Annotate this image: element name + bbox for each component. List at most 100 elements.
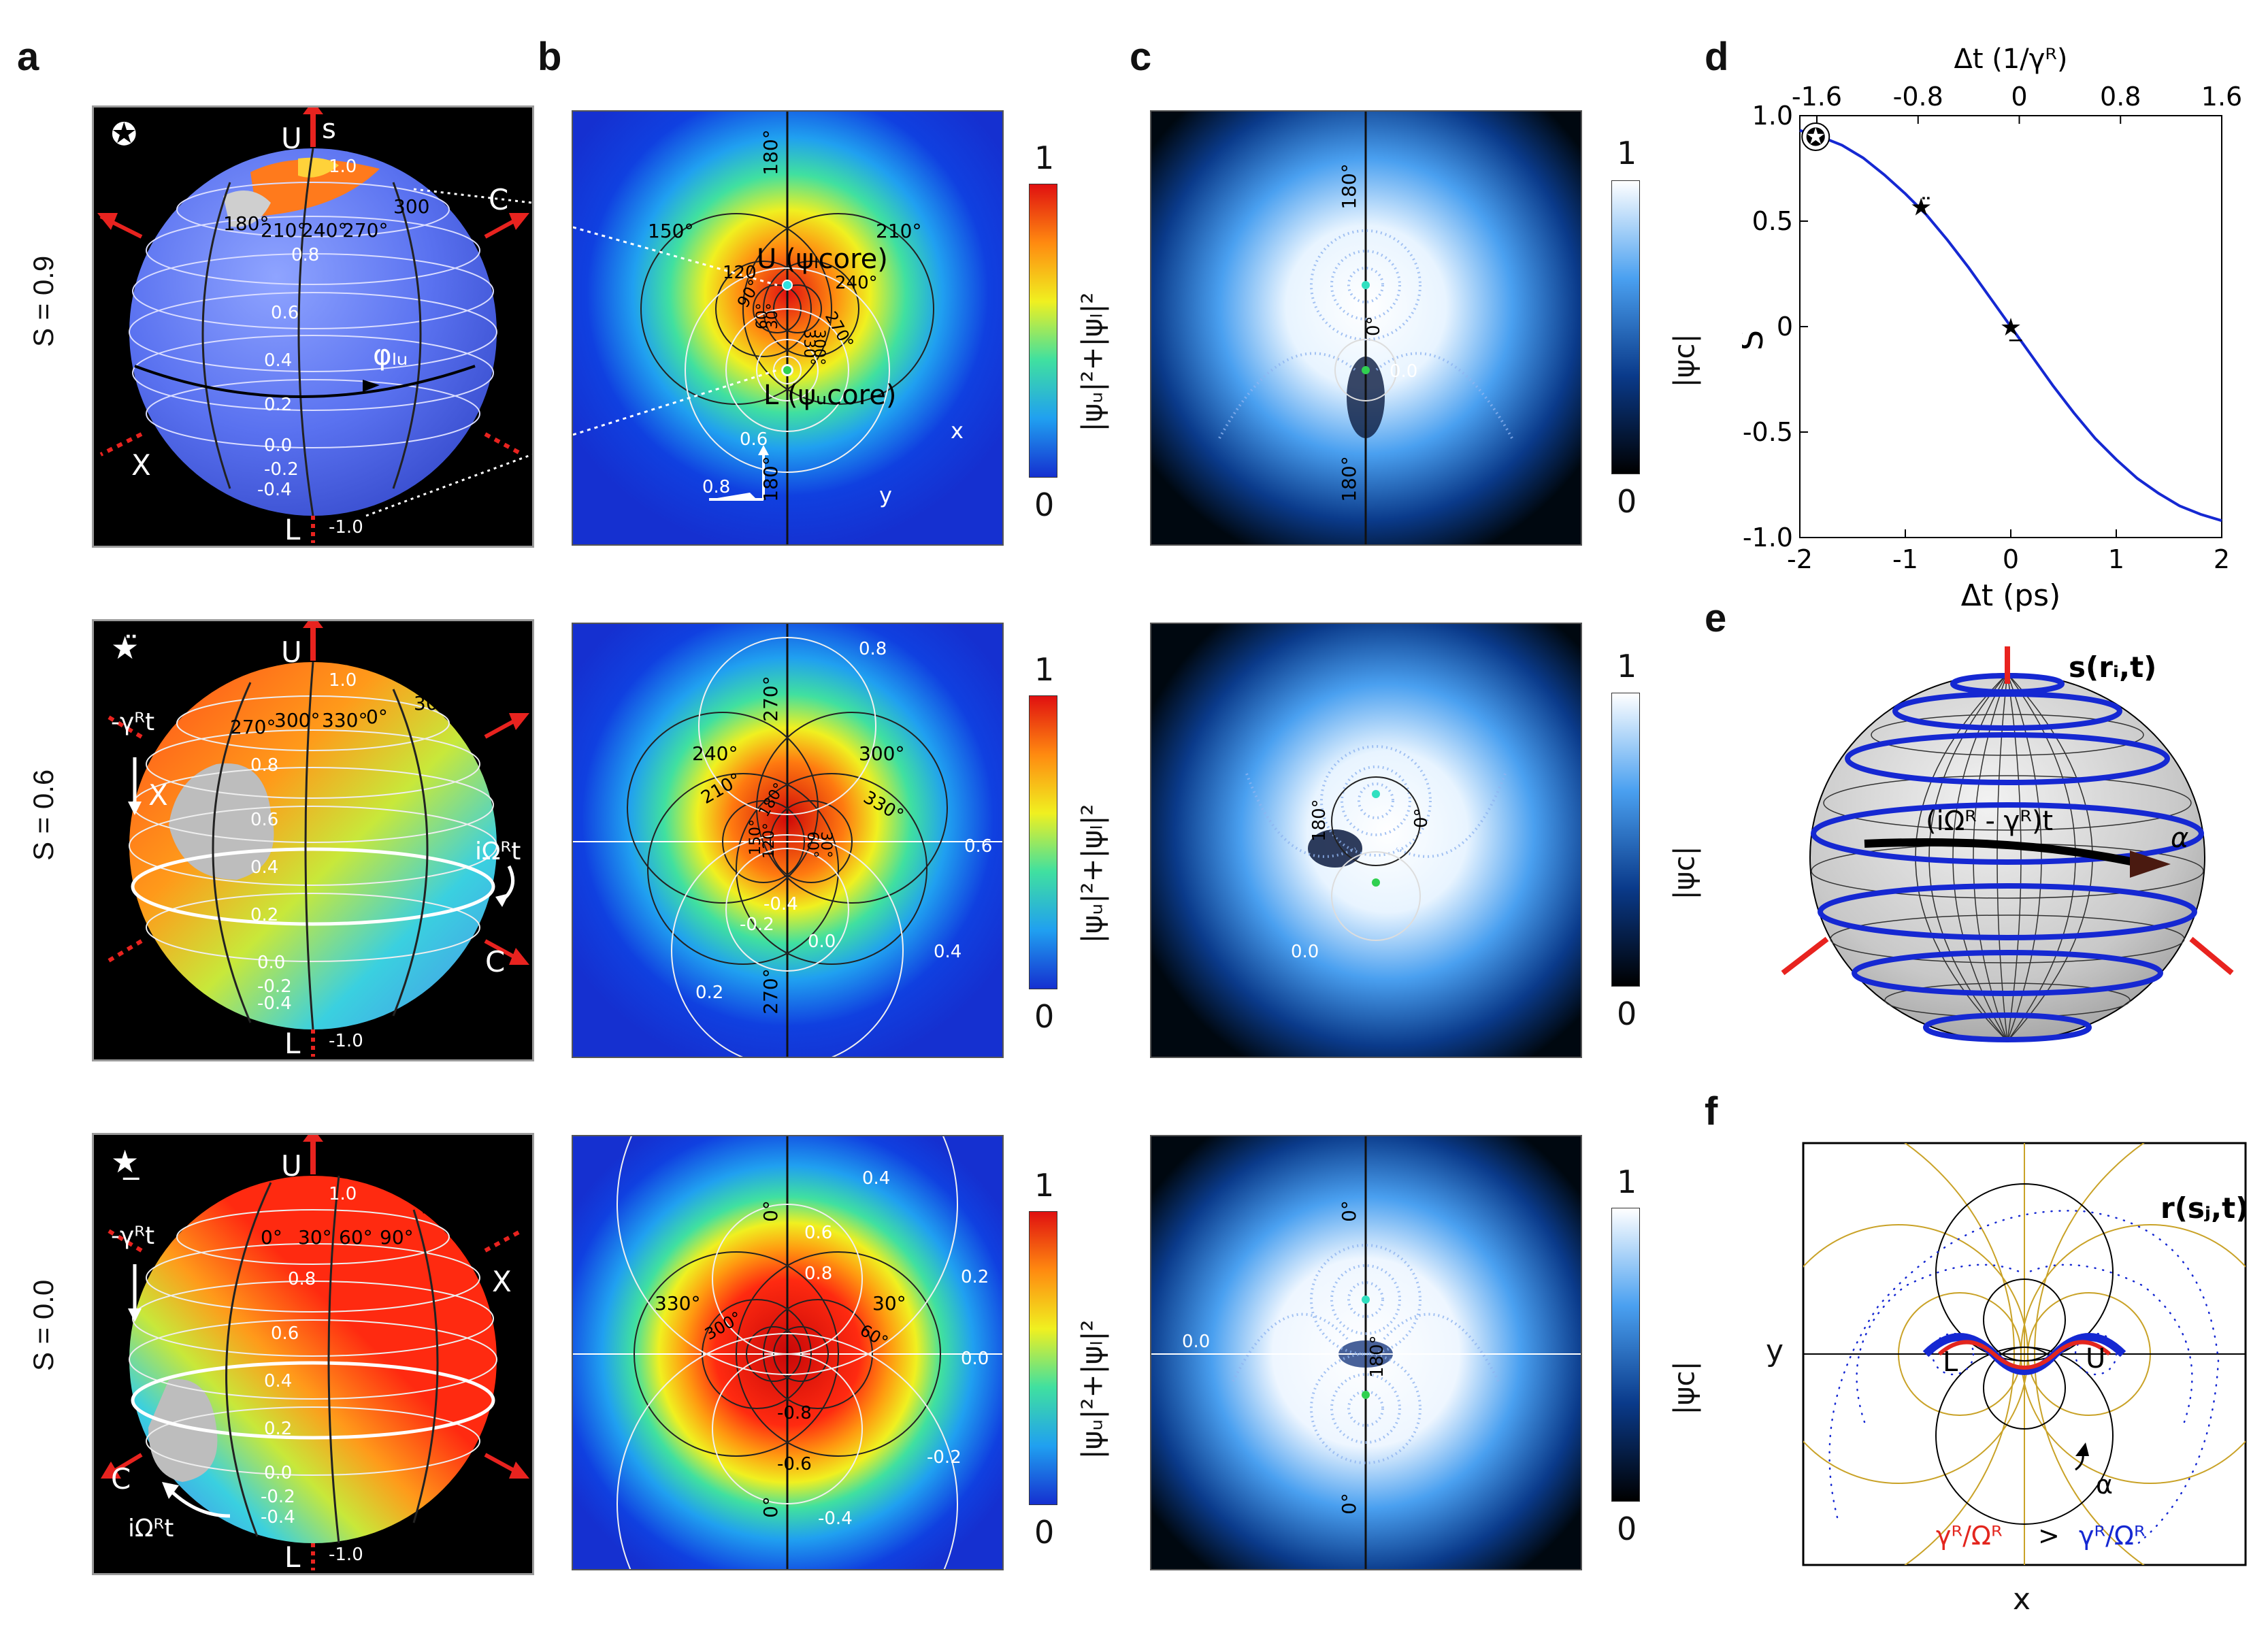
label-X: X	[131, 448, 151, 482]
landmass	[148, 1379, 218, 1482]
map-c-row1: 180° 0° 180° 0.0	[1150, 110, 1582, 546]
colorbar-b-row1-min: 0	[1034, 486, 1055, 523]
sphere-plot-row1: φₗᵤ ✪ U s L X C 1.0 0.8 0.6 0.4 0.2 0.0 …	[97, 101, 533, 546]
svg-text:180°: 180°	[1338, 163, 1360, 209]
y-tick-label: 1.0	[1752, 101, 1793, 131]
svg-text:-0.4: -0.4	[257, 993, 292, 1014]
phi-label: φₗᵤ	[373, 338, 408, 372]
sphere-e: s(rᵢ,t) (iΩᴿ - γᴿ)t α	[1781, 646, 2234, 1042]
U-core-label: U (ψₗcore)	[757, 244, 888, 275]
svg-text:0.0: 0.0	[1182, 1332, 1210, 1352]
marker-symbol: ★̲	[2000, 314, 2022, 342]
svg-text:300°: 300°	[810, 329, 827, 365]
svg-text:-1.0: -1.0	[329, 1031, 363, 1051]
chart-d: -2 -1 0 1 2 1.0 0.5 0 -0.5 -1.0 -1.6 -0.8 0 0.8 1.6 ✪ ★…	[1742, 44, 2242, 613]
svg-text:180°: 180°	[1367, 1335, 1387, 1378]
svg-text:iΩᴿt: iΩᴿt	[475, 838, 521, 865]
svg-text:0.8: 0.8	[288, 1269, 316, 1289]
svg-text:0.2: 0.2	[264, 395, 292, 415]
svg-text:1.0: 1.0	[329, 1184, 357, 1204]
svg-text:0.8: 0.8	[859, 639, 887, 659]
svg-text:0.6: 0.6	[250, 810, 278, 830]
svg-text:0.0: 0.0	[1390, 361, 1417, 382]
svg-text:-0.4: -0.4	[763, 894, 798, 914]
label-L: L	[284, 513, 301, 546]
svg-text:0.2: 0.2	[264, 1419, 292, 1439]
x-tick-label: -2	[1787, 544, 1813, 574]
marker-symbol: ✪	[1805, 124, 1826, 152]
marker-symbol: ★̈	[1910, 193, 1932, 221]
colorbar-b-row1-max: 1	[1034, 139, 1055, 176]
svg-text:-0.2: -0.2	[927, 1447, 962, 1468]
map-b-row2: 270° 240° 300° 210° 330° 180° 150° 120° …	[572, 623, 1004, 1058]
panel-f-xlabel: x	[2013, 1582, 2031, 1617]
colorbar-c-row1	[1611, 180, 1640, 474]
colorbar-c-row3	[1611, 1208, 1640, 1502]
svg-text:300: 300	[393, 195, 429, 218]
top-tick-label: -0.8	[1893, 82, 1943, 112]
svg-text:y: y	[879, 482, 892, 508]
chart-d-ylabel: S	[1742, 330, 1771, 350]
sphere-body	[129, 662, 497, 1029]
svg-text:30°: 30°	[414, 692, 448, 714]
svg-text:-0.2: -0.2	[257, 976, 292, 997]
svg-text:150°: 150°	[747, 819, 764, 855]
svg-text:60°: 60°	[339, 1226, 373, 1249]
svg-text:270°: 270°	[342, 219, 388, 242]
map-c-row2: 180° 0° 0.0	[1150, 623, 1582, 1058]
svg-text:30°: 30°	[817, 831, 834, 858]
svg-text:180°: 180°	[759, 456, 782, 501]
row3-symbol: ★̲	[111, 1143, 139, 1180]
svg-text:120: 120	[723, 263, 757, 283]
svg-text:U: U	[281, 1149, 302, 1183]
sphere-plot-row2: ★̈ U L X C -γᴿt iΩᴿt 1.0 0.8 0.6 0.4 0.2…	[106, 614, 529, 1060]
chart-d-series-line	[1799, 129, 2222, 523]
svg-text:0°: 0°	[759, 1496, 782, 1518]
svg-text:60°: 60°	[754, 303, 771, 329]
svg-text:1.0: 1.0	[329, 670, 357, 691]
svg-text:300°: 300°	[859, 742, 904, 765]
panel-e-arrow-label: (iΩᴿ - γᴿ)t	[1926, 806, 2053, 837]
svg-text:30°: 30°	[872, 1292, 906, 1315]
svg-text:-0.8: -0.8	[777, 1403, 812, 1423]
svg-text:180°: 180°	[1309, 799, 1330, 842]
row-label-3: S = 0.0	[27, 1279, 59, 1371]
y-tick-label: -1.0	[1743, 523, 1793, 552]
svg-text:300°: 300°	[274, 709, 320, 731]
svg-text:-γᴿt: -γᴿt	[111, 708, 154, 736]
svg-text:240°: 240°	[835, 273, 878, 293]
svg-text:0.6: 0.6	[740, 429, 768, 450]
svg-text:0.6: 0.6	[964, 836, 992, 857]
sphere-body	[129, 1176, 497, 1543]
svg-text:330°: 330°	[655, 1292, 700, 1315]
hot-core	[298, 157, 339, 178]
svg-text:-0.2: -0.2	[264, 459, 299, 480]
svg-text:0.0: 0.0	[808, 931, 836, 952]
colorbar-c-label: |ψᴄ|	[1667, 333, 1701, 388]
map-b-row3: 0° 330° 30° 300° 60° 0° 0.4 0.6 0.2 0.8 …	[572, 1135, 1004, 1570]
svg-text:330°: 330°	[800, 329, 817, 365]
row-label-1: S = 0.9	[27, 255, 59, 347]
svg-text:0°: 0°	[261, 1226, 282, 1249]
svg-text:C: C	[485, 945, 505, 978]
svg-text:0.4: 0.4	[862, 1168, 890, 1189]
svg-text:30°: 30°	[764, 303, 781, 329]
label-U: U	[281, 122, 302, 155]
panel-f-alpha: α	[2096, 1470, 2113, 1500]
svg-text:-0.4: -0.4	[261, 1507, 295, 1528]
x-tick-label: 2	[2214, 544, 2230, 574]
svg-text:0.8: 0.8	[250, 755, 278, 776]
map-b-row1: 180° 150° 210° 120 240° 90° 270° 60° 300…	[572, 110, 1004, 546]
svg-text:240°: 240°	[692, 742, 738, 765]
svg-text:0.0: 0.0	[1291, 942, 1319, 962]
svg-text:0.6: 0.6	[804, 1223, 832, 1243]
svg-text:270°: 270°	[759, 968, 782, 1014]
svg-text:-1.0: -1.0	[329, 517, 363, 538]
svg-text:0.4: 0.4	[250, 857, 278, 878]
svg-text:120°: 120°	[761, 823, 778, 859]
svg-text:-0.6: -0.6	[777, 1454, 812, 1474]
svg-text:-0.2: -0.2	[261, 1487, 295, 1507]
svg-text:210°: 210°	[261, 219, 306, 242]
svg-text:0.2: 0.2	[961, 1267, 989, 1287]
svg-text:240°: 240°	[301, 219, 347, 242]
